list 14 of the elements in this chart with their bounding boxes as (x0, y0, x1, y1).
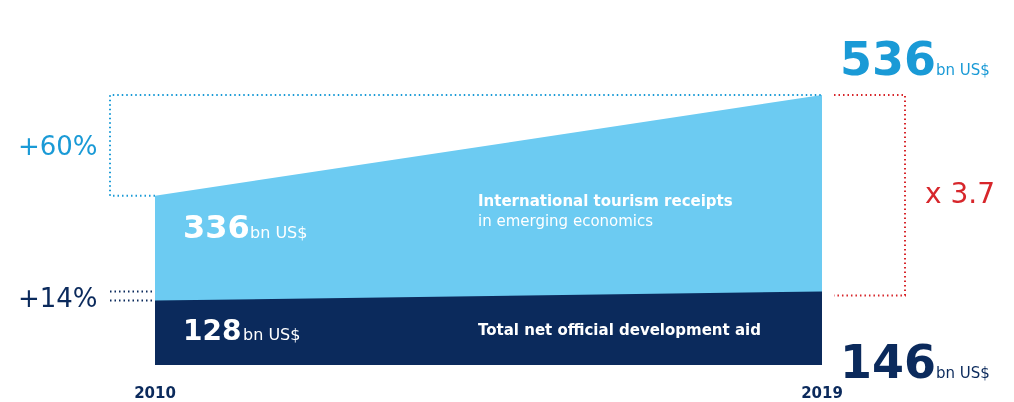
text: bn US$ (936, 61, 990, 79)
text: bn US$ (936, 364, 990, 382)
series-label: International tourism receipts in emerging economics (478, 192, 733, 230)
data-label: 336 (183, 208, 250, 246)
text: +60% (18, 131, 98, 161)
annotation: bn US$ (250, 223, 308, 242)
series-label: Total net official development aid (478, 321, 761, 339)
text: +14% (18, 283, 98, 313)
data-label: 128 (183, 314, 242, 347)
data-label: 536 (840, 32, 937, 86)
text: x 3.7 (925, 177, 995, 210)
x-tick-label: 2010 (134, 384, 176, 402)
annotation: bn US$ (243, 325, 301, 344)
x-tick-label: 2019 (801, 384, 843, 402)
